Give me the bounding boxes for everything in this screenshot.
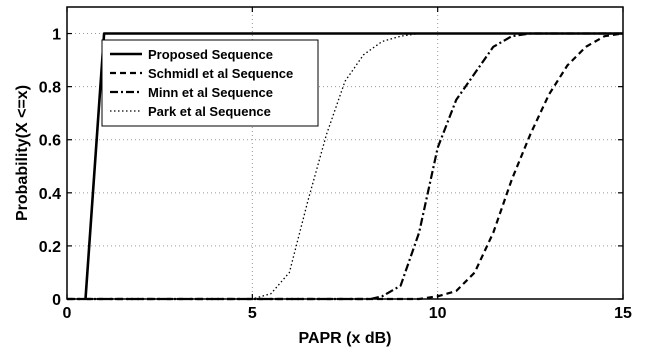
legend-label: Park et al Sequence	[148, 104, 271, 119]
legend: Proposed Sequence Schmidl et al Sequence M…	[101, 39, 319, 127]
x-tick-label: 0	[63, 305, 72, 322]
legend-label: Schmidl et al Sequence	[148, 66, 293, 81]
series-line-3	[67, 32, 623, 300]
x-tick-label: 15	[614, 305, 632, 322]
x-tick-label: 10	[429, 305, 447, 322]
legend-label: Proposed Sequence	[148, 47, 273, 62]
x-axis-label: PAPR (x dB)	[298, 330, 391, 347]
y-axis-label: Probability(X <=x)	[14, 85, 31, 221]
y-tick-label: 0	[52, 292, 61, 309]
series-line-2	[67, 32, 623, 301]
y-tick-label: 0.8	[39, 80, 61, 97]
y-tick-label: 1	[52, 27, 61, 44]
y-tick-label: 0.4	[39, 186, 61, 203]
y-tick-label: 0.2	[39, 239, 61, 256]
axis-ticks: 0 5 10 15 0 0.2 0.4 0.6 0.8 1	[39, 7, 632, 322]
legend-label: Minn et al Sequence	[148, 85, 273, 100]
x-tick-label: 5	[248, 305, 257, 322]
y-tick-label: 0.6	[39, 133, 61, 150]
plot-frame	[66, 6, 624, 300]
